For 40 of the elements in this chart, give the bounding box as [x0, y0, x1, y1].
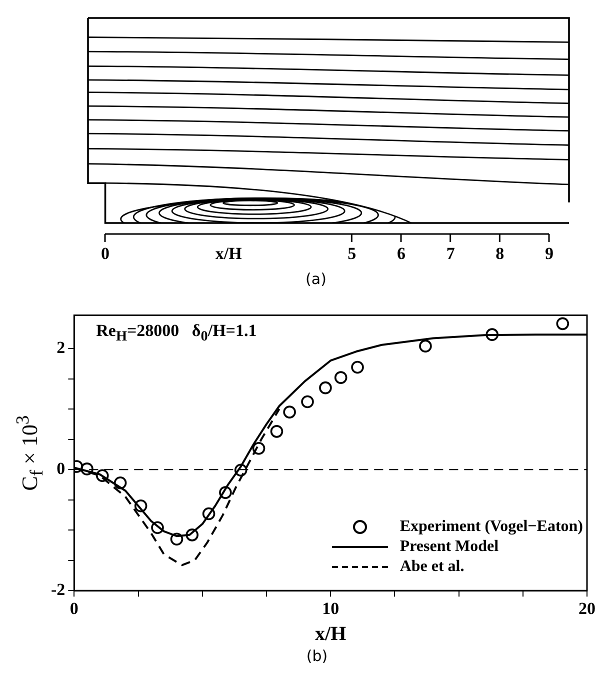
- point: [270, 425, 284, 438]
- point: [252, 442, 266, 455]
- point: [283, 406, 296, 418]
- legend-label: Experiment (Vogel−Eaton): [400, 516, 583, 537]
- point: [334, 371, 348, 384]
- x-tick-label: 0: [70, 599, 78, 618]
- point: [151, 521, 164, 534]
- point: [486, 328, 499, 341]
- text: 9: [545, 244, 554, 264]
- point: [234, 464, 248, 477]
- point: [301, 395, 314, 408]
- text: x/H: [215, 244, 242, 264]
- point: [186, 528, 199, 542]
- x-tick-label: 20: [578, 599, 596, 618]
- point: [96, 469, 109, 482]
- annotation: Re$_{H}$=28000 δ$_{0}$/H=1.1: [96, 321, 257, 346]
- point: [114, 476, 127, 490]
- point: [170, 532, 184, 546]
- legend-label: Present Model: [400, 536, 499, 557]
- text: 6: [397, 244, 406, 264]
- point: [134, 499, 148, 512]
- point: [219, 486, 232, 499]
- point: [80, 462, 94, 476]
- point: [202, 507, 216, 520]
- legend-label: Abe et al.: [400, 556, 464, 577]
- point: [319, 381, 332, 394]
- text: 8: [496, 244, 504, 264]
- text: (a): [304, 270, 328, 288]
- point: [556, 317, 570, 330]
- x-axis-title: x/H: [315, 623, 347, 646]
- point: [351, 360, 364, 374]
- text: (b): [305, 647, 329, 665]
- y-tick-label: 2: [56, 338, 66, 357]
- y-tick-label: 0: [56, 458, 66, 478]
- x-tick-label: 10: [322, 599, 340, 618]
- text: 7: [446, 244, 455, 264]
- text: 0: [101, 244, 110, 264]
- point: [419, 340, 432, 352]
- text: 5: [348, 244, 356, 264]
- y-tick-label: -2: [50, 580, 66, 599]
